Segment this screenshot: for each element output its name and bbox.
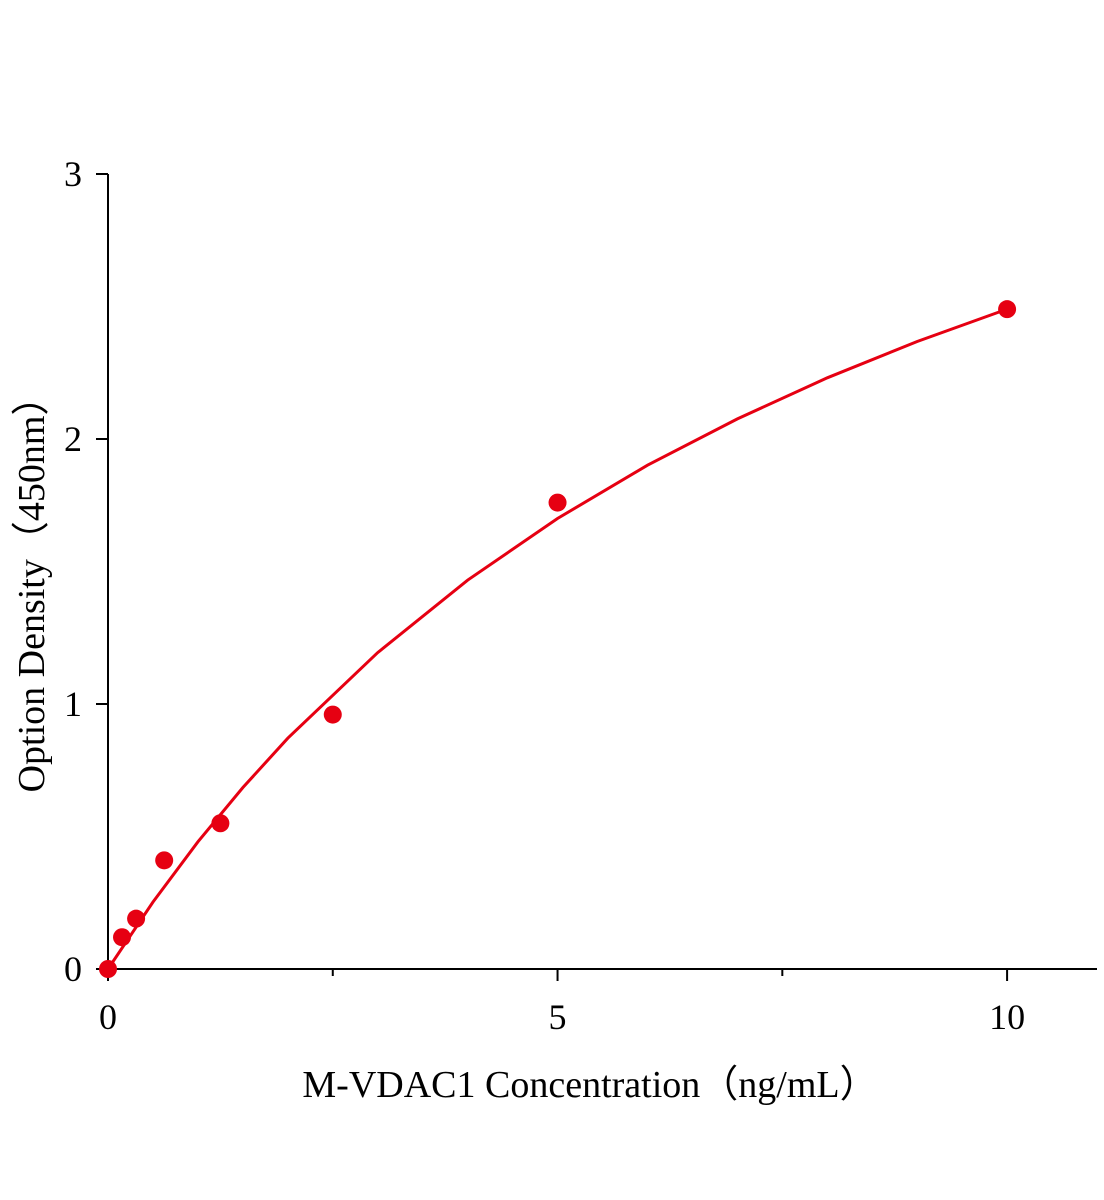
y-tick-label: 0 [64, 949, 82, 989]
x-tick-label: 0 [99, 997, 117, 1037]
x-axis-title: M-VDAC1 Concentration（ng/mL） [302, 1064, 877, 1106]
data-point [127, 909, 146, 928]
x-tick-label: 5 [549, 997, 567, 1037]
fit-curve [106, 307, 1008, 970]
data-point [548, 493, 567, 512]
x-tick-label: 10 [989, 997, 1025, 1037]
data-point [113, 928, 132, 947]
data-point [211, 814, 230, 833]
y-tick-label: 2 [64, 419, 82, 459]
y-axis-title: Option Density（450nm） [11, 378, 53, 793]
data-point [99, 960, 117, 978]
y-tick-label: 1 [64, 684, 82, 724]
y-tick-label: 3 [64, 154, 82, 194]
data-point [155, 851, 174, 870]
data-point [998, 300, 1017, 319]
data-point [323, 705, 342, 724]
